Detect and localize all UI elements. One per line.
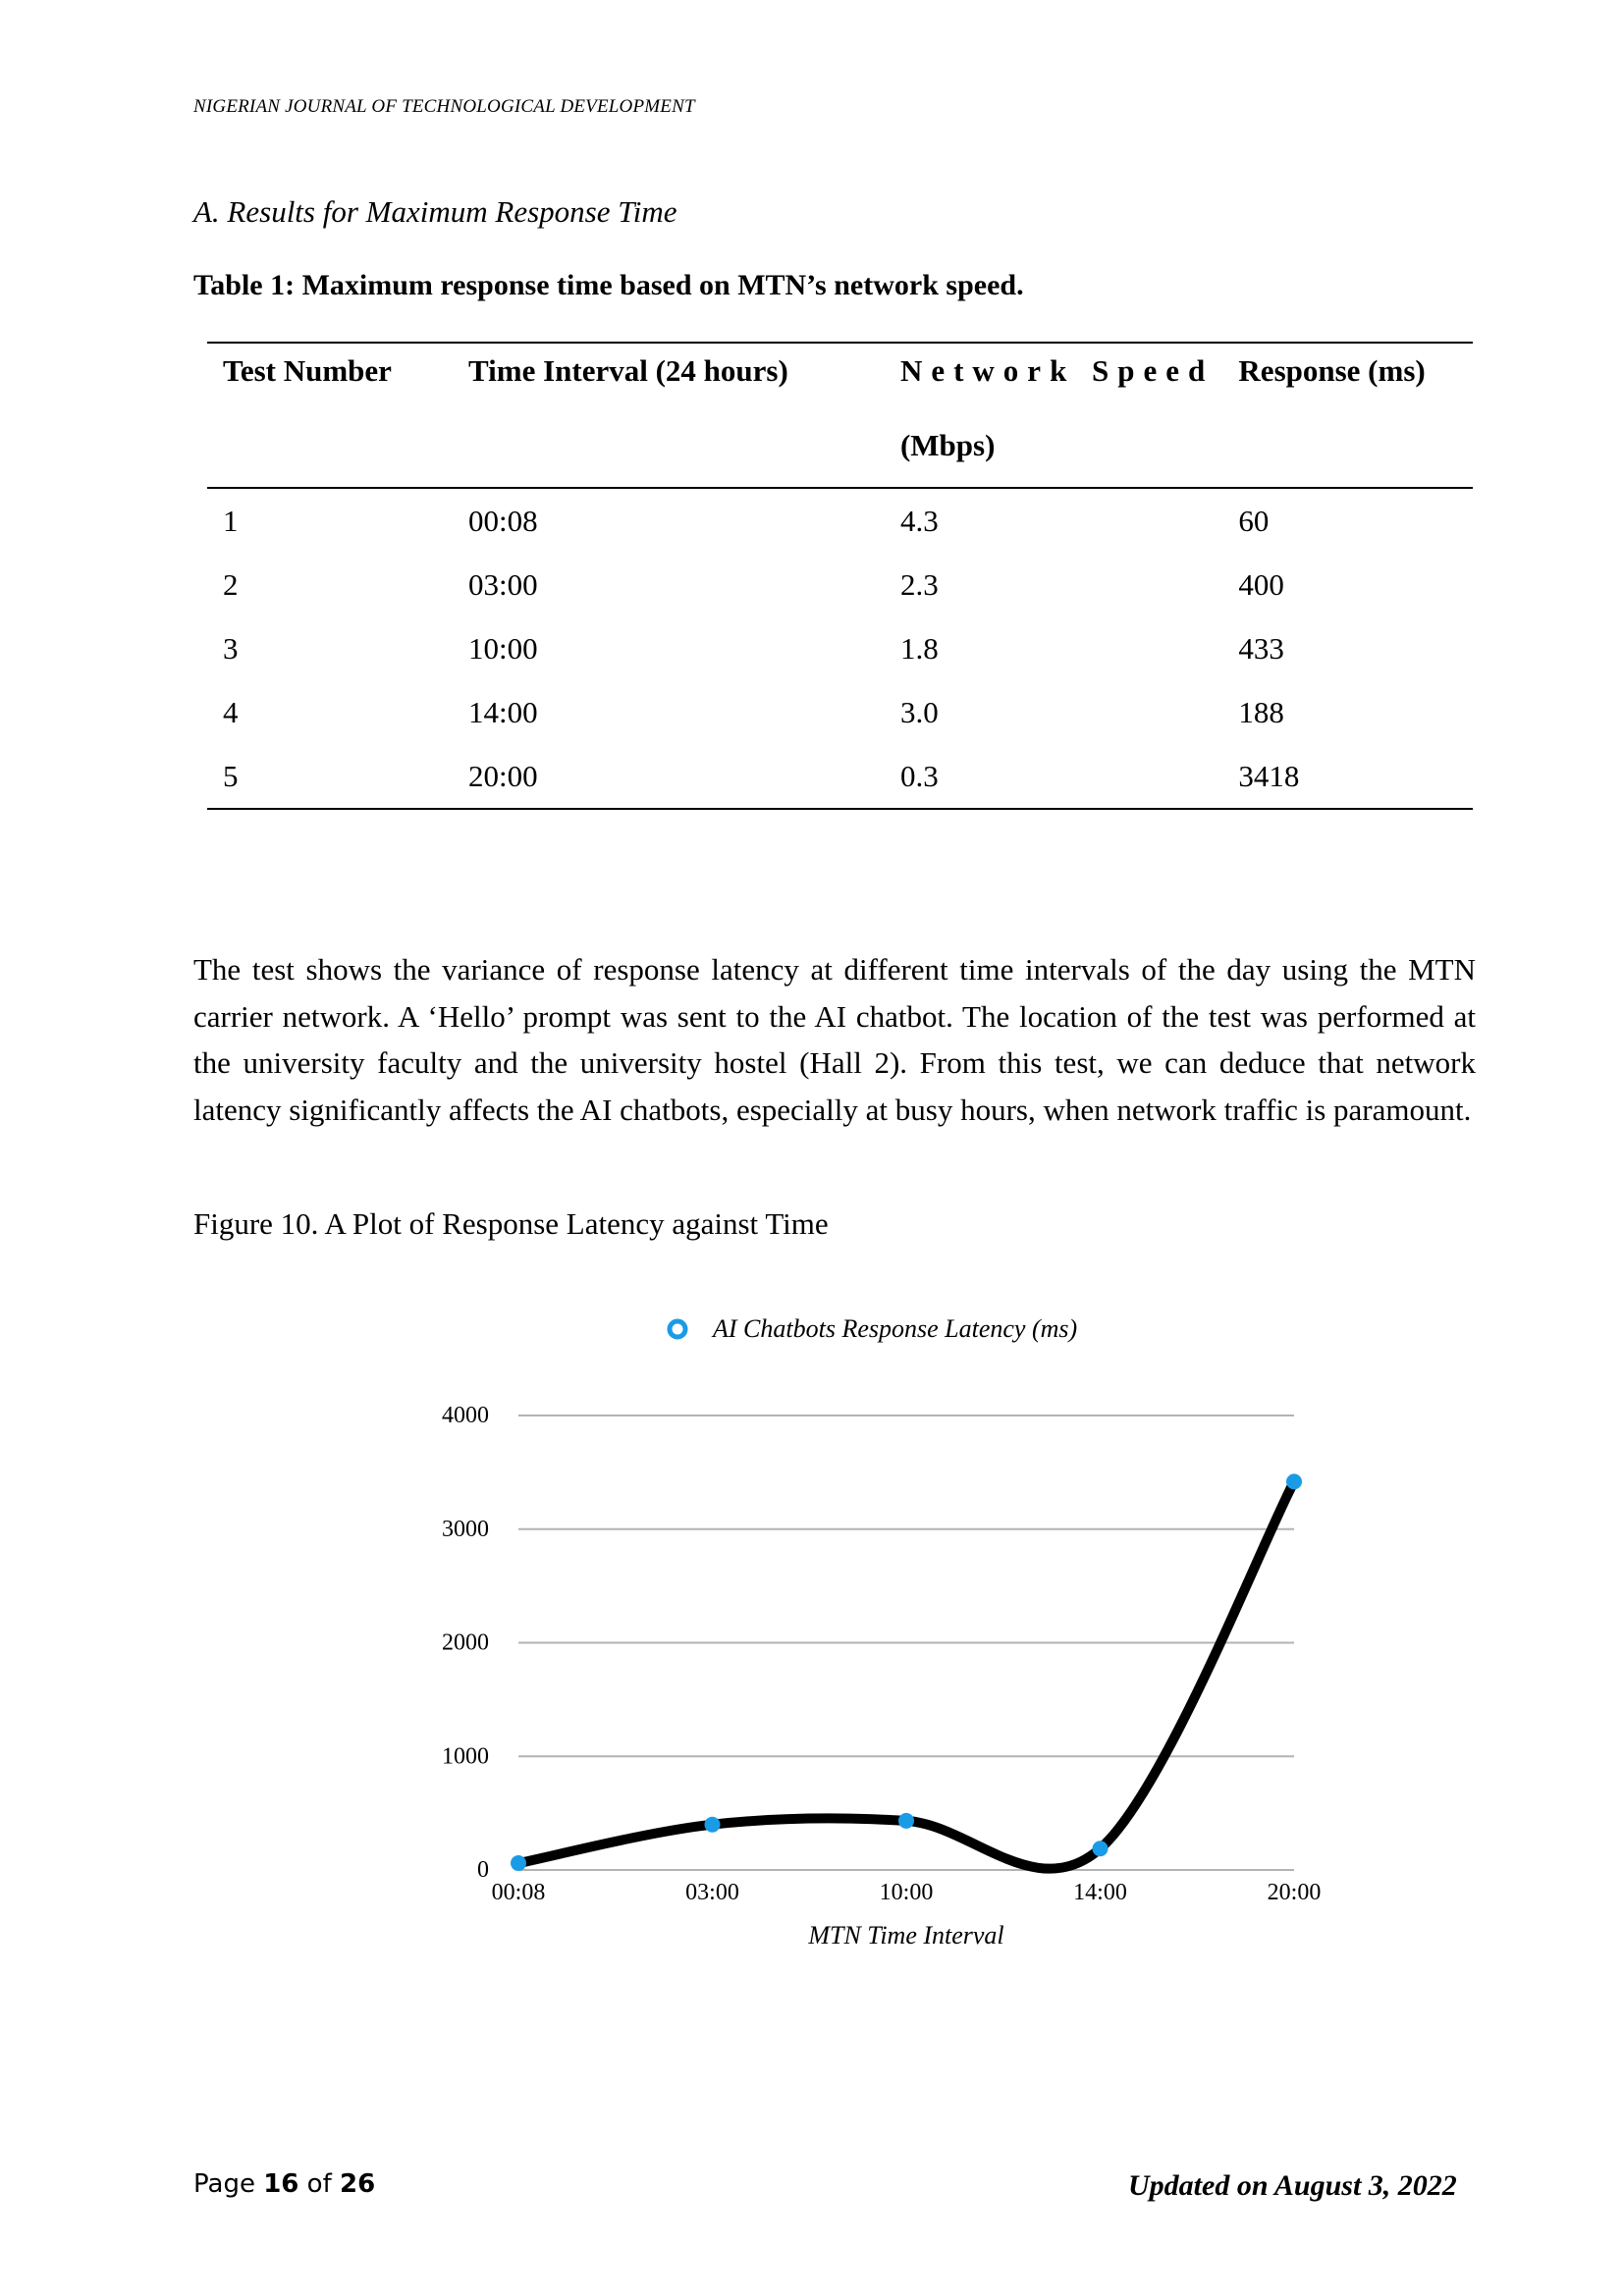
header-time-interval: Time Interval (24 hours) xyxy=(468,353,788,388)
data-point xyxy=(1286,1473,1302,1490)
journal-header: NIGERIAN JOURNAL OF TECHNOLOGICAL DEVELO… xyxy=(193,96,695,117)
x-tick-label: 00:08 xyxy=(492,1880,546,1905)
table-row: 1 00:08 4.3 60 xyxy=(207,488,1473,553)
x-axis-label: MTN Time Interval xyxy=(807,1921,1003,1949)
header-network-speed-line1: Network Speed xyxy=(899,353,1215,388)
y-tick-label: 3000 xyxy=(442,1517,489,1542)
table-body: 1 00:08 4.3 60 2 03:00 2.3 400 3 10:00 1.8 433 4 14:0… xyxy=(207,488,1473,809)
data-point xyxy=(898,1812,914,1829)
cell-test-number: 5 xyxy=(223,758,239,793)
y-tick-label: 2000 xyxy=(442,1630,489,1656)
data-point xyxy=(511,1855,526,1872)
cell-time-interval: 03:00 xyxy=(468,566,538,602)
cell-test-number: 2 xyxy=(223,566,239,602)
page-of: of xyxy=(306,2169,332,2199)
cell-network-speed: 0.3 xyxy=(899,758,939,793)
x-tick-label: 14:00 xyxy=(1073,1880,1127,1905)
series-line xyxy=(514,1476,1299,1874)
results-table: Test Number Time Interval (24 hours) Net… xyxy=(207,342,1473,810)
cell-network-speed: 4.3 xyxy=(899,503,939,538)
cell-time-interval: 20:00 xyxy=(468,758,538,793)
cell-response: 433 xyxy=(1238,630,1284,666)
cell-test-number: 4 xyxy=(223,694,239,729)
cell-network-speed: 1.8 xyxy=(899,630,939,666)
table-row: 4 14:00 3.0 188 xyxy=(207,680,1473,744)
x-tick-label: 10:00 xyxy=(880,1880,934,1905)
table-row: 2 03:00 2.3 400 xyxy=(207,553,1473,616)
cell-time-interval: 00:08 xyxy=(468,503,538,538)
x-tick-label: 20:00 xyxy=(1268,1880,1322,1905)
table-caption: Table 1: Maximum response time based on … xyxy=(193,269,1024,301)
data-point xyxy=(1092,1841,1109,1857)
body-paragraph: The test shows the variance of response … xyxy=(193,952,1476,1127)
legend-marker-icon xyxy=(667,1318,688,1340)
page-total: 26 xyxy=(340,2169,376,2199)
header-test-number: Test Number xyxy=(223,353,392,388)
updated-date: Updated on August 3, 2022 xyxy=(1128,2169,1457,2202)
cell-response: 3418 xyxy=(1238,758,1300,793)
cell-response: 188 xyxy=(1238,694,1284,729)
section-title: A. Results for Maximum Response Time xyxy=(193,194,677,229)
y-tick-label: 0 xyxy=(477,1857,489,1883)
x-tick-label: 03:00 xyxy=(685,1880,739,1905)
data-point xyxy=(704,1816,721,1833)
cell-network-speed: 2.3 xyxy=(899,566,939,602)
cell-test-number: 1 xyxy=(223,503,239,538)
header-network-speed: Network Speed (Mbps) xyxy=(900,343,1238,488)
y-tick-label: 1000 xyxy=(442,1743,489,1769)
cell-time-interval: 14:00 xyxy=(468,694,538,729)
page-prefix: Page xyxy=(193,2169,255,2199)
cell-response: 60 xyxy=(1238,503,1270,538)
table-row: 3 10:00 1.8 433 xyxy=(207,616,1473,680)
y-tick-label: 4000 xyxy=(442,1403,489,1428)
page-current: 16 xyxy=(263,2169,299,2199)
cell-network-speed: 3.0 xyxy=(899,694,939,729)
table-header-row: Test Number Time Interval (24 hours) Net… xyxy=(207,343,1473,488)
header-response: Response (ms) xyxy=(1238,353,1426,388)
header-network-speed-line2: (Mbps) xyxy=(899,428,996,462)
page-number: Page 16 of 26 xyxy=(193,2169,375,2199)
cell-time-interval: 10:00 xyxy=(468,630,538,666)
cell-response: 400 xyxy=(1238,566,1284,602)
table-row: 5 20:00 0.3 3418 xyxy=(207,744,1473,809)
figure-caption: Figure 10. A Plot of Response Latency ag… xyxy=(193,1206,829,1241)
cell-test-number: 3 xyxy=(223,630,239,666)
legend-label: AI Chatbots Response Latency (ms) xyxy=(711,1314,1077,1343)
